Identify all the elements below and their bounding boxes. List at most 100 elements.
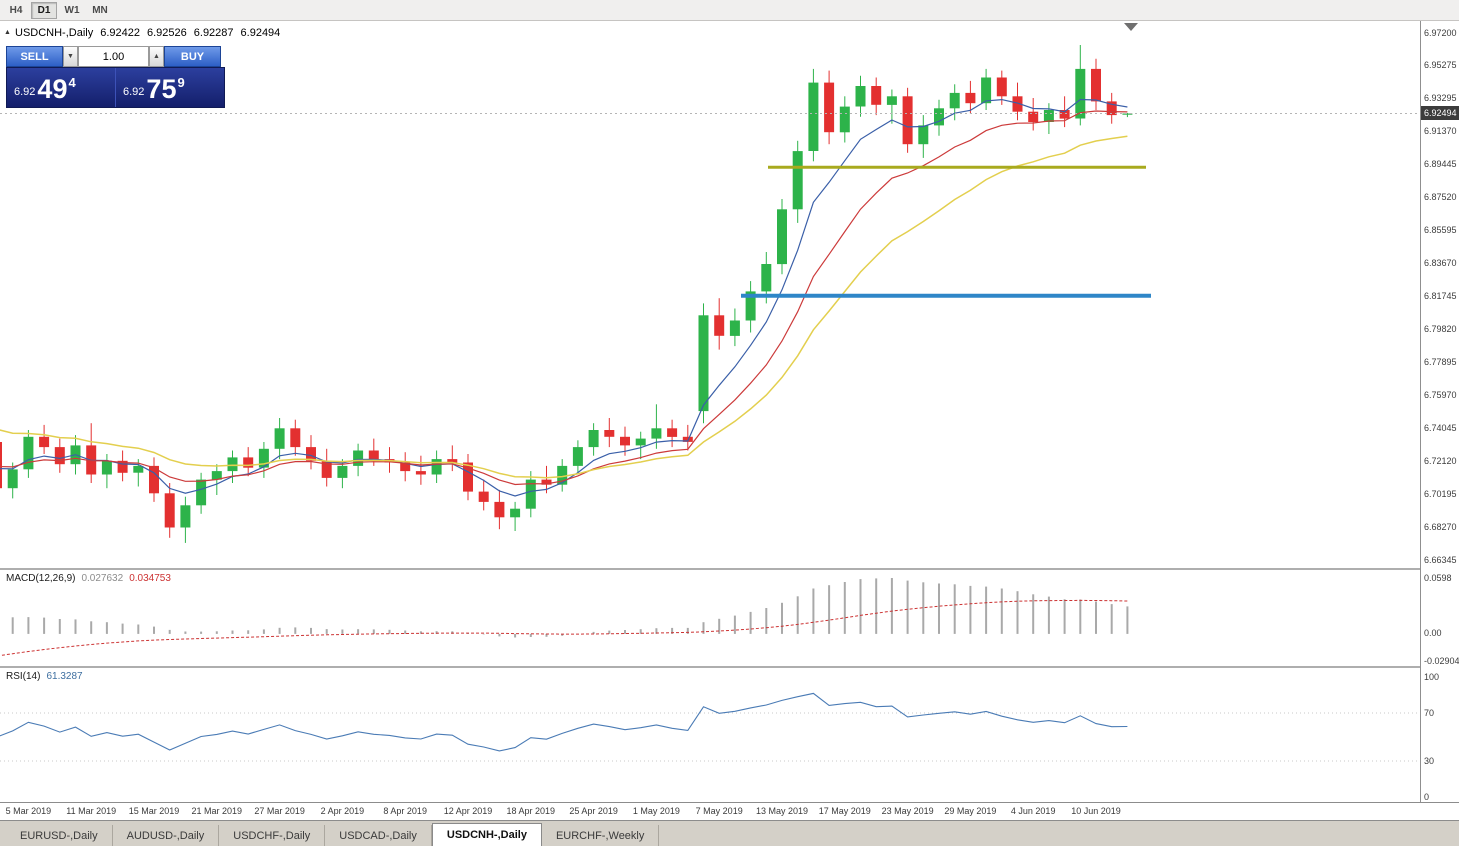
chart-tab-usdchf-daily[interactable]: USDCHF-,Daily [219, 825, 326, 846]
macd-histogram [11, 578, 1129, 638]
rsi-line [0, 692, 1128, 752]
timeframe-button-h4[interactable]: H4 [9, 4, 23, 16]
price-scale-label: 6.75970 [1424, 389, 1457, 400]
ma-line-slow [0, 135, 1128, 479]
ohlc-high: 6.92526 [147, 27, 187, 39]
time-axis-label: 1 May 2019 [632, 806, 680, 816]
rsi-label: RSI(14) 61.3287 [6, 671, 83, 682]
chart-tab-usdcnh-daily[interactable]: USDCNH-,Daily [431, 823, 542, 846]
sell-button[interactable]: SELL [6, 46, 63, 67]
chart-tab-usdcad-daily[interactable]: USDCAD-,Daily [325, 825, 432, 846]
volume-increase-button[interactable]: ▲ [149, 46, 164, 67]
time-axis-label: 12 Apr 2019 [443, 806, 493, 816]
rsi-value: 61.3287 [46, 671, 83, 682]
buy-price-base: 6.92 [123, 86, 145, 98]
macd-signal-line [0, 599, 1128, 657]
time-axis-label: 2 Apr 2019 [320, 806, 365, 816]
chart-tab-eurchf-weekly[interactable]: EURCHF-,Weekly [542, 825, 660, 846]
buy-button[interactable]: BUY [164, 46, 221, 67]
time-axis-label: 13 May 2019 [755, 806, 809, 816]
time-axis[interactable]: 5 Mar 2019 11 Mar 2019 15 Mar 2019 21 Mar 2… [0, 802, 1459, 820]
price-scale-label: 6.70195 [1424, 488, 1457, 499]
buy-price-display[interactable]: 6.92 75 9 [116, 68, 224, 107]
time-axis-label: 25 Apr 2019 [569, 806, 618, 816]
timeframe-button-d1[interactable]: D1 [31, 1, 57, 19]
time-axis-label: 10 Jun 2019 [1071, 806, 1121, 816]
rsi-scale-label: 30 [1424, 755, 1435, 766]
price-scale-label: 6.83670 [1424, 258, 1457, 269]
chart-tab-bar: EURUSD-,Daily AUDUSD-,Daily USDCHF-,Daily U… [0, 820, 1459, 846]
timeframe-toolbar: H4 D1 W1 MN [0, 0, 1459, 21]
sell-price-big: 49 [37, 74, 68, 104]
price-scale-label: 6.66345 [1424, 554, 1457, 565]
time-axis-label: 11 Mar 2019 [66, 806, 117, 816]
chart-tab-eurusd-daily[interactable]: EURUSD-,Daily [6, 825, 113, 846]
price-scale-label: 6.93295 [1424, 93, 1457, 104]
volume-input[interactable] [78, 46, 149, 67]
sell-price-display[interactable]: 6.92 49 4 [7, 68, 116, 107]
time-axis-label: 23 May 2019 [881, 806, 934, 816]
price-scale-label: 6.68270 [1424, 521, 1457, 532]
volume-decrease-button[interactable]: ▼ [63, 46, 78, 67]
macd-pane[interactable] [0, 570, 1421, 666]
macd-signal-value: 0.034753 [129, 573, 171, 584]
time-axis-label: 27 Mar 2019 [254, 806, 305, 816]
symbol-name: USDCNH-,Daily [15, 27, 94, 39]
sell-price-sup: 4 [68, 75, 76, 90]
pane-resize-handle[interactable] [0, 568, 1459, 570]
macd-scale-label: 0.00 [1424, 628, 1442, 639]
price-scale-label: 6.85595 [1424, 225, 1457, 236]
macd-value: 0.027632 [81, 573, 124, 584]
rsi-scale-label: 70 [1424, 707, 1435, 718]
time-axis-label: 4 Jun 2019 [1010, 806, 1056, 816]
price-scale-label: 6.95275 [1424, 60, 1457, 71]
time-axis-label: 15 Mar 2019 [128, 806, 180, 816]
price-scale[interactable]: 6.92494 6.97200 6.95275 6.93295 6.91370 6.89… [1421, 21, 1459, 802]
sell-price-base: 6.92 [14, 86, 36, 98]
time-axis-label: 17 May 2019 [818, 806, 871, 816]
rsi-scale-label: 100 [1424, 671, 1440, 682]
chart-region: ▲ USDCNH-,Daily 6.92422 6.92526 6.92287 6.92… [0, 21, 1459, 820]
price-scale-label: 6.79820 [1424, 324, 1457, 334]
ohlc-close: 6.92494 [240, 27, 281, 39]
price-scale-label: 6.87520 [1424, 192, 1457, 203]
macd-scale-label: 0.0598 [1424, 572, 1452, 583]
price-scale-label: 6.89445 [1424, 159, 1457, 170]
bid-ask-display: 6.92 49 4 6.92 75 9 [6, 67, 225, 108]
price-scale-label: 6.74045 [1424, 422, 1457, 433]
timeframe-button-w1[interactable]: W1 [64, 4, 80, 16]
scale-divider [1420, 21, 1421, 802]
chart-shift-marker-icon[interactable] [1124, 23, 1138, 31]
macd-scale-label: -0.02904 [1424, 655, 1459, 666]
main-chart-pane[interactable] [0, 21, 1421, 568]
time-axis-label: 21 Mar 2019 [191, 806, 243, 816]
ohlc-open: 6.92422 [100, 27, 140, 39]
one-click-trading-panel: SELL ▼ ▲ BUY 6.92 49 4 6.92 75 9 [6, 46, 225, 108]
rsi-pane[interactable] [0, 668, 1421, 801]
time-axis-label: 8 Apr 2019 [383, 806, 427, 816]
timeframe-button-mn[interactable]: MN [92, 4, 108, 16]
current-price-badge: 6.92494 [1421, 106, 1459, 120]
time-axis-label: 29 May 2019 [944, 806, 997, 816]
rsi-scale-label: 0 [1424, 791, 1430, 802]
buy-price-big: 75 [146, 74, 177, 104]
time-axis-label: 18 Apr 2019 [506, 806, 556, 816]
chart-tab-audusd-daily[interactable]: AUDUSD-,Daily [113, 825, 220, 846]
price-scale-label: 6.72120 [1424, 455, 1457, 466]
price-scale-label: 6.97200 [1424, 27, 1457, 38]
price-scale-label: 6.77895 [1424, 356, 1457, 367]
symbol-ohlc-info: USDCNH-,Daily 6.92422 6.92526 6.92287 6.9249… [15, 27, 287, 39]
time-axis-label: 5 Mar 2019 [5, 806, 52, 816]
price-scale-label: 6.91370 [1424, 126, 1457, 137]
one-click-order-row: SELL ▼ ▲ BUY [6, 46, 225, 67]
candlesticks [0, 45, 1133, 543]
time-axis-label: 7 May 2019 [695, 806, 743, 816]
ma-line-mid [0, 110, 1128, 486]
pane-resize-handle[interactable] [0, 666, 1459, 668]
macd-label: MACD(12,26,9) 0.027632 0.034753 [6, 573, 171, 584]
one-click-panel-toggle[interactable]: ▲ [4, 29, 11, 36]
price-scale-label: 6.81745 [1424, 291, 1457, 301]
ma-line-fast [0, 98, 1128, 497]
ohlc-low: 6.92287 [193, 27, 234, 39]
